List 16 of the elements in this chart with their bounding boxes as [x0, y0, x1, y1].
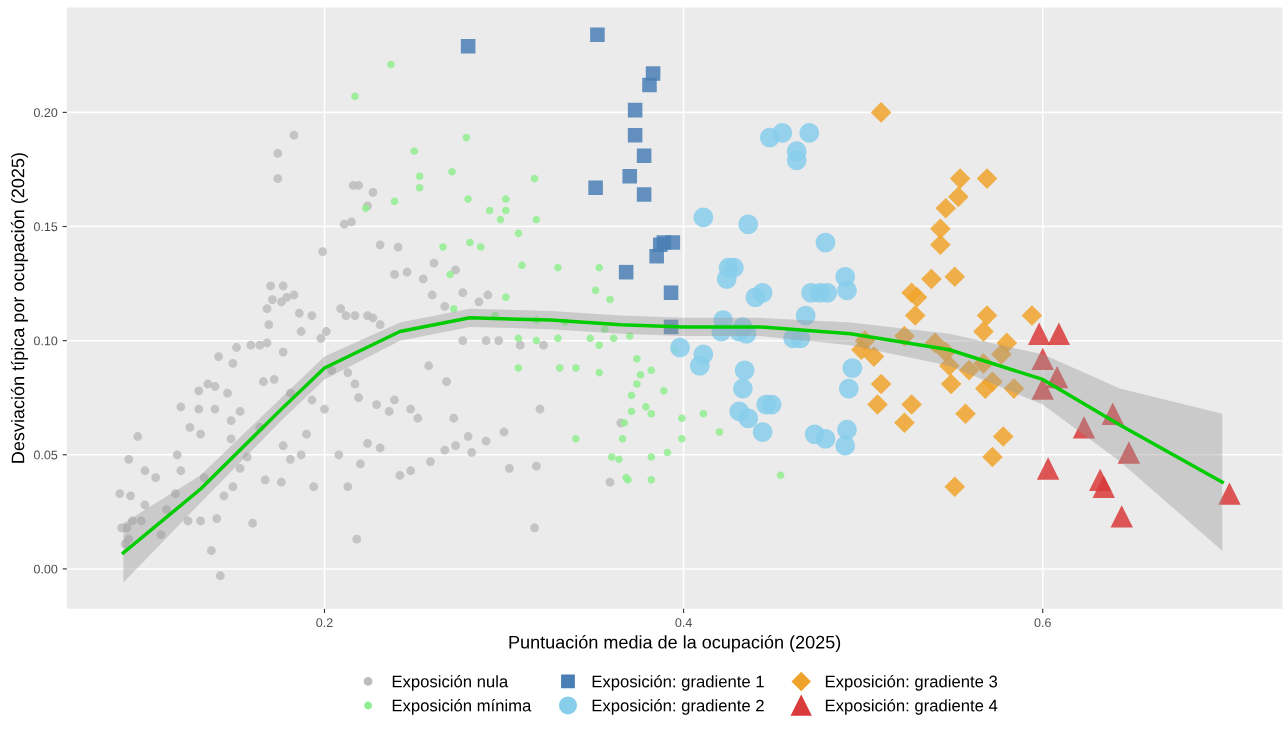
y-tick-label: 0.10 [33, 336, 58, 346]
y-tick-label: 0.20 [33, 108, 58, 118]
x-tick-label: 0.6 [1034, 618, 1051, 628]
x-tick-label: 0.4 [675, 618, 692, 628]
y-tick-label: 0.05 [33, 450, 58, 460]
x-tick-label: 0.2 [316, 618, 333, 628]
legend-label: Exposición mínima [392, 699, 532, 715]
y-tick-label: 0.00 [33, 564, 58, 574]
y-tick-label: 0.15 [33, 222, 58, 232]
y-axis-title: Desviación típica por ocupación (2025) [10, 153, 28, 463]
legend-label: Exposición: gradiente 3 [825, 674, 998, 691]
x-axis-title: Puntuación media de la ocupación (2025) [509, 635, 841, 653]
legend-label: Exposición: gradiente 2 [592, 699, 764, 715]
legend-label: Exposición nula [392, 674, 509, 691]
legend-label: Exposición: gradiente 1 [592, 674, 764, 691]
legend-label: Exposición: gradiente 4 [825, 699, 998, 715]
